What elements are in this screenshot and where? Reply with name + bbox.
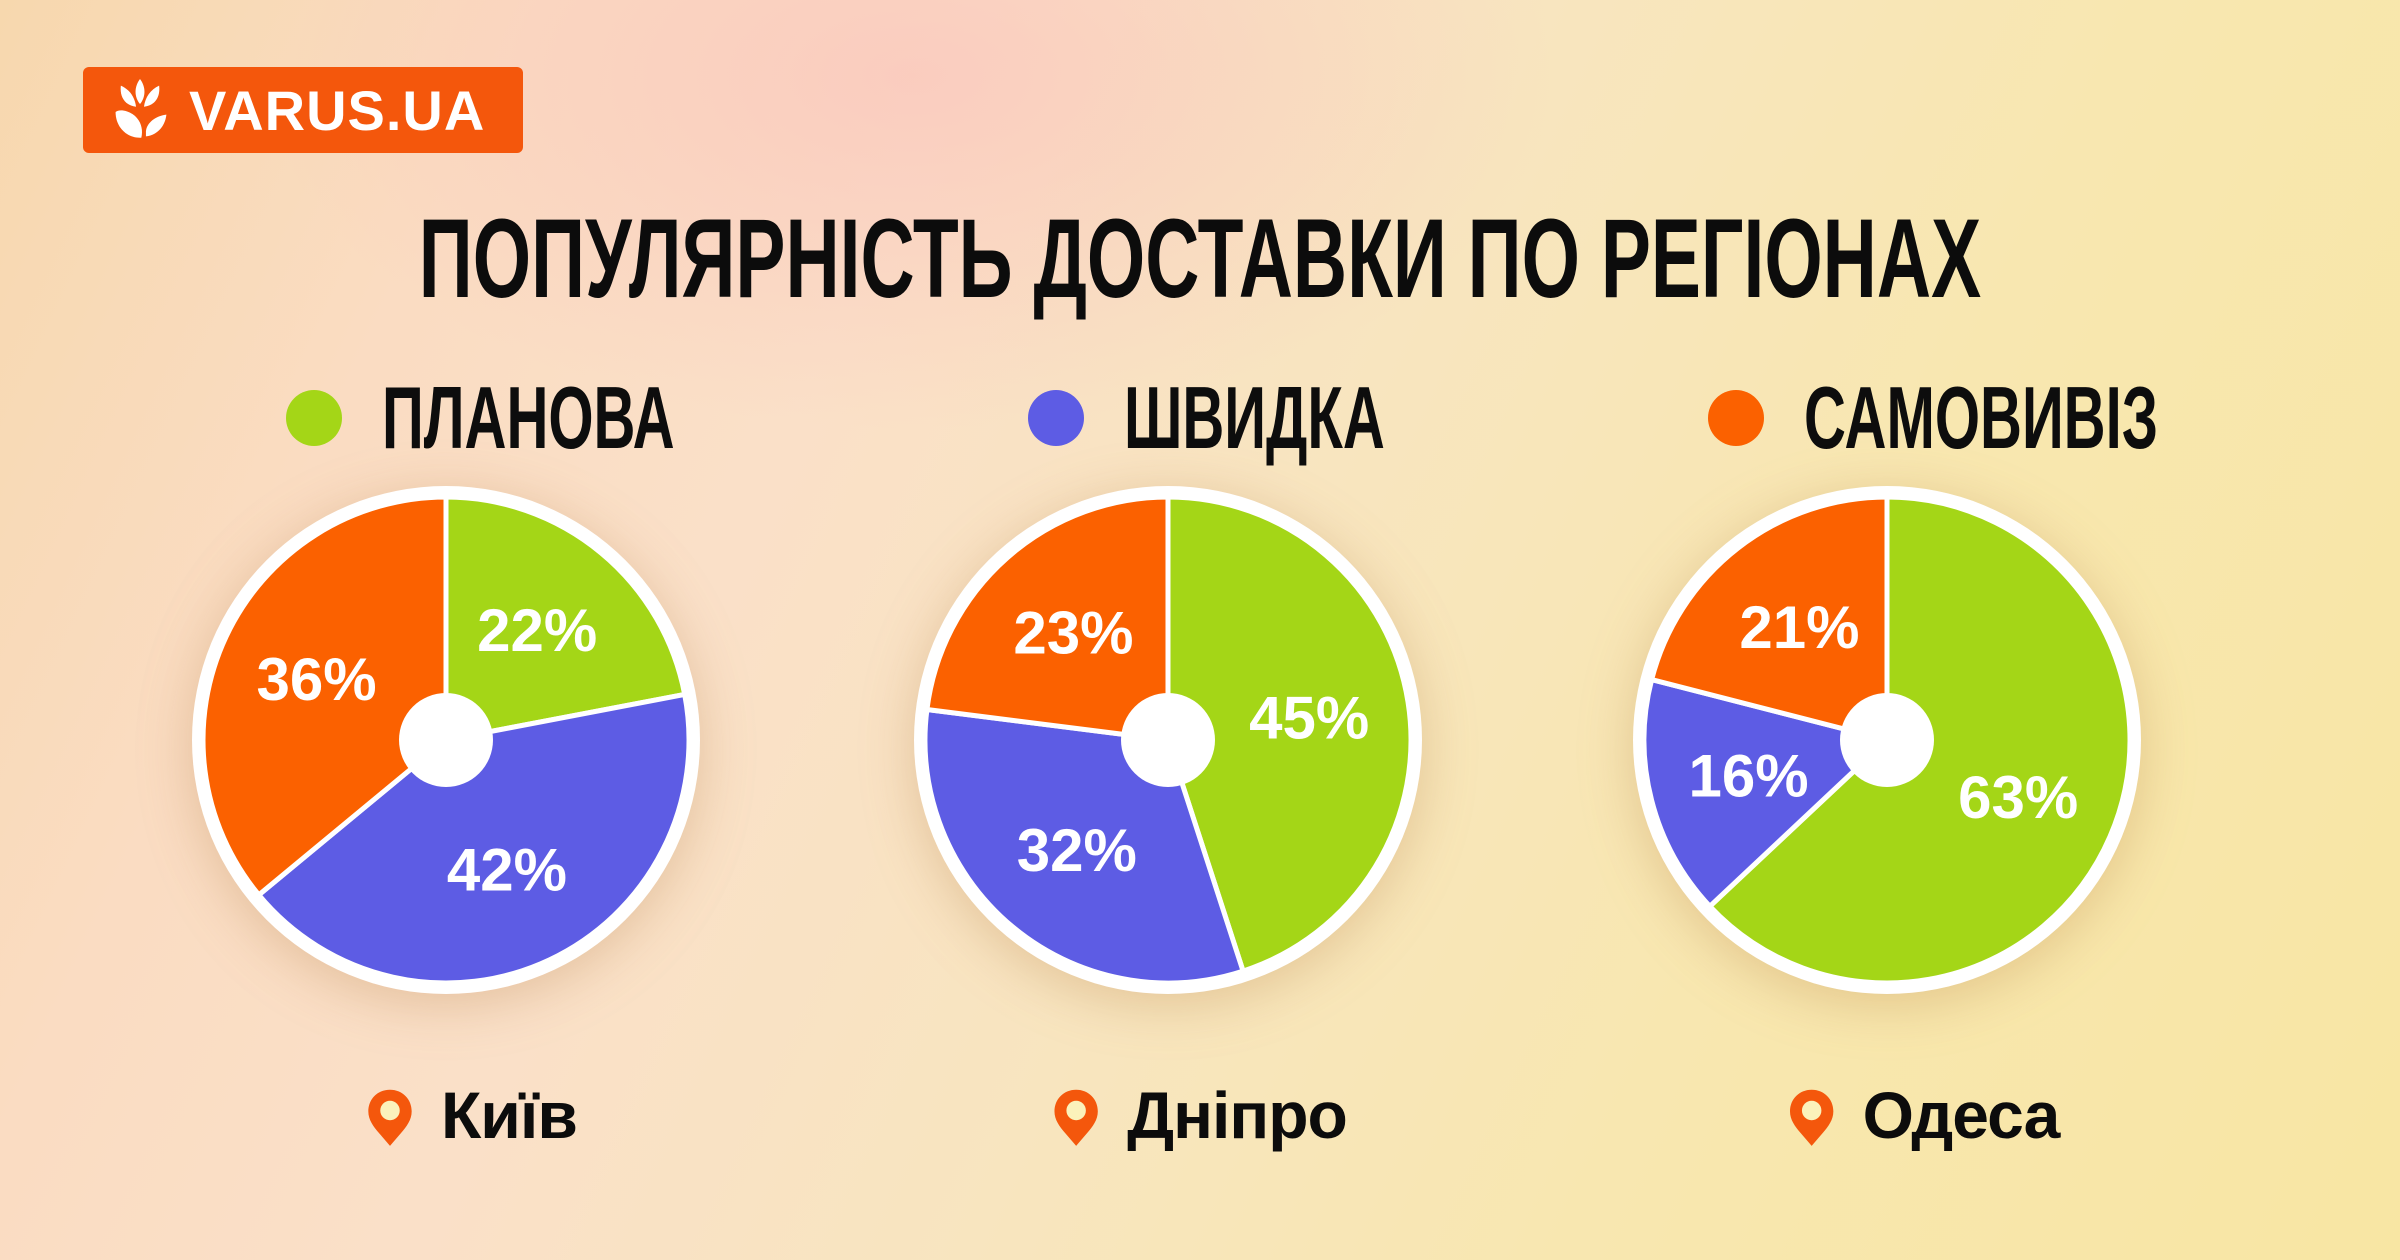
- city-label-dnipro: Дніпро: [1053, 1078, 1348, 1154]
- pie-slice-швидка: [1641, 677, 1890, 909]
- location-pin-icon: [368, 1089, 412, 1146]
- pie-slice-value-label: 42%: [447, 836, 567, 903]
- legend-dot-samovyviz: [1708, 390, 1764, 446]
- pie-chart-odesa: 63% 16% 21%: [1633, 486, 2141, 994]
- city-name: Одеса: [1862, 1078, 2061, 1152]
- pie-slice-швидка: [256, 691, 692, 986]
- title-wrap: ПОПУЛЯРНІСТЬ ДОСТАВКИ ПО РЕГІОНАХ: [0, 203, 2400, 315]
- pie-donut-hole: [1121, 693, 1215, 787]
- pie-donut-hole: [1840, 693, 1934, 787]
- logo-text: VARUS.UA: [189, 79, 486, 142]
- pie-chart-dnipro: 45% 32% 23%: [914, 486, 1422, 994]
- location-pin-icon: [1054, 1089, 1098, 1146]
- tulip-icon: [115, 78, 167, 138]
- pie-slice-value-label: 63%: [1958, 764, 2078, 831]
- legend-item-shvydka: ШВИДКА: [1028, 368, 1519, 467]
- pie-slice-планова: [1165, 494, 1414, 974]
- pie-chart-kyiv: 22% 42% 36%: [192, 486, 700, 994]
- logo: VARUS.UA: [83, 67, 523, 153]
- pie-slice-самовивіз: [924, 494, 1171, 743]
- city-name: Дніпро: [1127, 1078, 1348, 1152]
- legend-item-samovyviz: САМОВИВІЗ: [1708, 368, 2341, 467]
- location-pin-icon: [1789, 1089, 1834, 1146]
- legend-label-shvydka: ШВИДКА: [1124, 368, 1385, 467]
- pie-donut-hole: [399, 693, 493, 787]
- pie-slice-value-label: 32%: [1017, 817, 1137, 884]
- pie-slice-самовивіз: [1649, 494, 1890, 743]
- pie-slice-value-label: 22%: [477, 597, 597, 664]
- pie-slice-value-label: 23%: [1013, 600, 1133, 667]
- city-label-kyiv: Київ: [367, 1078, 578, 1154]
- page-title: ПОПУЛЯРНІСТЬ ДОСТАВКИ ПО РЕГІОНАХ: [418, 196, 1982, 321]
- pie-slice-value-label: 16%: [1688, 743, 1808, 810]
- legend-dot-shvydka: [1028, 390, 1084, 446]
- legend-item-planova: ПЛАНОВА: [286, 368, 825, 467]
- legend-label-planova: ПЛАНОВА: [382, 368, 675, 467]
- city-name: Київ: [441, 1078, 578, 1152]
- pie-slice-самовивіз: [200, 494, 449, 898]
- pie-slice-планова: [443, 494, 688, 743]
- pie-slice-value-label: 21%: [1739, 594, 1859, 661]
- pie-slice-value-label: 36%: [257, 646, 377, 713]
- pie-slice-value-label: 45%: [1249, 685, 1369, 752]
- legend-dot-planova: [286, 390, 342, 446]
- city-label-odesa: Одеса: [1789, 1082, 2060, 1154]
- legend-label-samovyviz: САМОВИВІЗ: [1804, 368, 2159, 467]
